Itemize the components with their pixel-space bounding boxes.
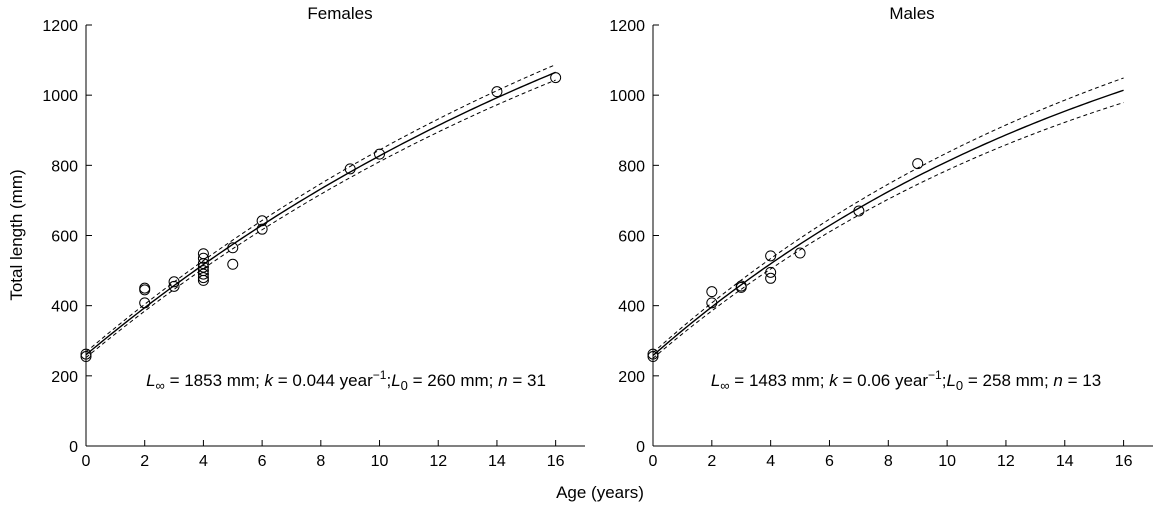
males-x-tick-label: 8 — [884, 453, 893, 470]
males-data-point — [706, 286, 718, 298]
females-data-point — [227, 258, 239, 270]
females-data-point — [168, 280, 180, 292]
x-axis-title: Age (years) — [556, 483, 644, 502]
females-y-tick-label: 1000 — [42, 88, 78, 105]
males-y-tick-label: 600 — [618, 229, 645, 246]
males-y-tick-label: 800 — [618, 158, 645, 175]
males-fit — [652, 77, 1124, 359]
males-y-ticks: 0 200 400 600 800 1000 1200 — [609, 18, 659, 456]
males-data-point — [765, 266, 777, 278]
females-y-tick-label: 1200 — [42, 18, 78, 35]
females-x-tick-label: 6 — [258, 453, 267, 470]
males-y-tick-label: 200 — [618, 369, 645, 386]
females-x-tick-label: 14 — [488, 453, 506, 470]
y-axis-title: Total length (mm) — [7, 169, 26, 300]
females-upper-confidence-line — [85, 64, 556, 353]
females-data-point — [197, 272, 209, 284]
females-x-tick-label: 12 — [429, 453, 447, 470]
males-x-tick-label: 16 — [1115, 453, 1133, 470]
males-k-exponent: −1 — [928, 368, 942, 382]
males-x-tick-label: 12 — [997, 453, 1015, 470]
females-x-tick-label: 0 — [82, 453, 91, 470]
females-data-point — [197, 268, 209, 280]
females-y-tick-label: 800 — [51, 158, 78, 175]
males-data-point — [647, 351, 659, 363]
males-y-tick-label: 1200 — [609, 18, 645, 35]
males-parameter-annotation: L∞ = 1483 mm; k = 0.06 year−1;L0 = 258 m… — [711, 368, 1101, 393]
males-growth-curve — [652, 89, 1124, 357]
males-points — [647, 158, 924, 363]
males-l0-value: = 258 mm; — [968, 371, 1054, 390]
females-y-tick-label: 0 — [69, 439, 78, 456]
females-data-point — [550, 72, 562, 84]
males-data-point — [735, 280, 747, 292]
females-data-point — [344, 163, 356, 175]
males-y-tick-label: 0 — [636, 439, 645, 456]
females-y-ticks: 0 200 400 600 800 1000 1200 — [42, 18, 92, 456]
females-data-point — [197, 261, 209, 273]
females-x-ticks: 0 2 4 6 8 10 12 14 16 — [82, 440, 565, 470]
males-data-point — [706, 297, 718, 309]
males-data-point — [647, 348, 659, 360]
females-data-point — [168, 276, 180, 288]
males-x-tick-label: 4 — [766, 453, 775, 470]
females-data-point — [80, 348, 92, 360]
males-y-tick-label: 1000 — [609, 88, 645, 105]
males-x-tick-label: 14 — [1056, 453, 1074, 470]
females-data-point — [197, 252, 209, 264]
females-title: Females — [307, 4, 372, 23]
males-data-point — [853, 205, 865, 217]
females-panel: Females 0 2 4 6 8 10 12 14 16 0 200 400 600 800 1000 1… — [42, 4, 585, 470]
females-data-point — [491, 86, 503, 98]
females-data-point — [80, 351, 92, 363]
females-parameter-annotation: L∞ = 1853 mm; k = 0.044 year−1;L0 = 260 … — [146, 368, 546, 393]
females-k-value: = 0.044 year — [278, 371, 373, 390]
females-y-tick-label: 200 — [51, 369, 78, 386]
males-data-point — [912, 158, 924, 170]
males-data-point — [765, 250, 777, 262]
females-x-tick-label: 8 — [316, 453, 325, 470]
females-fit — [85, 64, 556, 358]
females-data-point — [197, 274, 209, 286]
females-x-tick-label: 10 — [371, 453, 389, 470]
males-panel: Males 0 2 4 6 8 10 12 14 16 0 200 400 600 800 1000 120… — [609, 4, 1153, 470]
males-x-tick-label: 2 — [707, 453, 716, 470]
males-n-value: = 13 — [1068, 371, 1102, 390]
males-x-tick-label: 0 — [649, 453, 658, 470]
females-data-point — [197, 248, 209, 260]
females-points — [80, 72, 562, 363]
females-y-tick-label: 600 — [51, 229, 78, 246]
females-data-point — [256, 215, 268, 227]
females-x-tick-label: 16 — [547, 453, 565, 470]
females-linf-value: = 1853 mm; — [170, 371, 265, 390]
females-growth-curve — [85, 71, 556, 356]
females-data-point — [139, 297, 151, 309]
females-x-tick-label: 4 — [199, 453, 208, 470]
females-lower-confidence-line — [85, 79, 556, 358]
males-k-value: = 0.06 year — [843, 371, 929, 390]
females-data-point — [374, 148, 386, 160]
males-lower-confidence-line — [652, 102, 1124, 359]
males-title: Males — [889, 4, 934, 23]
females-data-point — [139, 282, 151, 294]
males-x-tick-label: 10 — [938, 453, 956, 470]
males-x-ticks: 0 2 4 6 8 10 12 14 16 — [649, 440, 1133, 470]
females-data-point — [256, 223, 268, 235]
males-y-tick-label: 400 — [618, 299, 645, 316]
males-x-tick-label: 6 — [825, 453, 834, 470]
females-l0-value: = 260 mm; — [413, 371, 499, 390]
females-k-exponent: −1 — [373, 368, 387, 382]
males-upper-confidence-line — [652, 77, 1124, 354]
females-data-point — [197, 265, 209, 277]
females-n-value: = 31 — [512, 371, 546, 390]
females-data-point — [227, 242, 239, 254]
males-linf-value: = 1483 mm; — [734, 371, 829, 390]
males-data-point — [765, 272, 777, 284]
females-x-tick-label: 2 — [140, 453, 149, 470]
males-data-point — [794, 247, 806, 259]
females-y-tick-label: 400 — [51, 299, 78, 316]
